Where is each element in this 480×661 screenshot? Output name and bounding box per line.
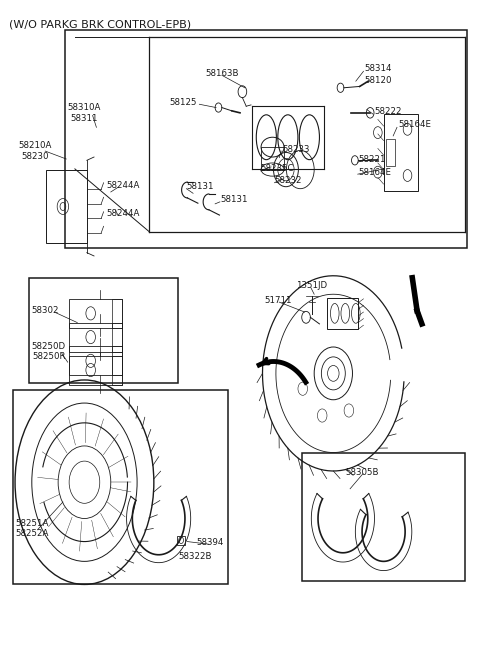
Bar	[46, 171, 87, 243]
Text: 58131: 58131	[220, 196, 247, 204]
Bar	[69, 299, 122, 328]
Bar	[69, 356, 122, 385]
Text: 58221: 58221	[359, 155, 386, 164]
Bar	[386, 139, 395, 166]
Text: 58120: 58120	[364, 76, 392, 85]
Text: (W/O PARKG BRK CONTROL-EPB): (W/O PARKG BRK CONTROL-EPB)	[9, 19, 192, 29]
Text: 58210A
58230: 58210A 58230	[19, 141, 52, 161]
Text: 1351JD: 1351JD	[297, 281, 328, 290]
Text: 58233: 58233	[282, 145, 310, 153]
Text: 58163B: 58163B	[205, 69, 239, 78]
Text: 58250D
58250R: 58250D 58250R	[32, 342, 66, 362]
Bar	[112, 346, 122, 375]
Bar	[69, 323, 122, 352]
Bar	[177, 535, 185, 545]
Bar	[69, 346, 122, 375]
Text: 58235C: 58235C	[261, 165, 294, 173]
Bar	[12, 390, 228, 584]
Text: 58310A
58311: 58310A 58311	[68, 103, 101, 122]
Text: 58164E: 58164E	[398, 120, 431, 129]
Text: 58125: 58125	[169, 98, 197, 108]
Bar	[302, 453, 465, 581]
Text: 58244A: 58244A	[106, 209, 139, 217]
Bar	[112, 299, 122, 328]
Bar	[112, 356, 122, 385]
Text: 58232: 58232	[275, 176, 302, 185]
Text: 58305B: 58305B	[345, 468, 379, 477]
Text: 58302: 58302	[32, 306, 60, 315]
Bar	[261, 147, 284, 170]
Bar	[29, 278, 178, 383]
Text: 58131: 58131	[186, 182, 214, 191]
Text: 58394: 58394	[196, 539, 223, 547]
Text: 58251A
58252A: 58251A 58252A	[15, 519, 48, 538]
Text: 58244A: 58244A	[106, 181, 139, 190]
Text: 51711: 51711	[265, 296, 292, 305]
Text: 58164E: 58164E	[359, 168, 392, 176]
Text: 58314: 58314	[364, 64, 392, 73]
Text: 58222: 58222	[374, 107, 401, 116]
Bar	[112, 323, 122, 352]
Bar	[384, 114, 418, 190]
Text: 58322B: 58322B	[179, 551, 212, 561]
Bar	[65, 30, 468, 248]
Bar	[327, 297, 358, 329]
